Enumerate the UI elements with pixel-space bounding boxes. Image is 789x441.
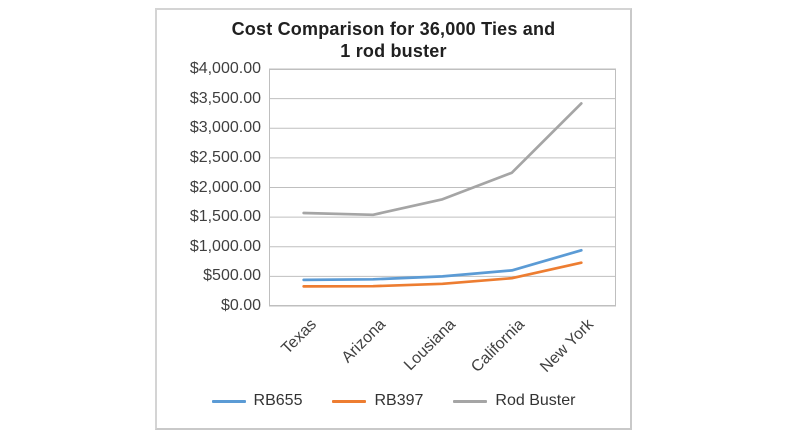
- legend-item-rod-buster: Rod Buster: [453, 392, 575, 410]
- x-category-label: Arizona: [338, 316, 390, 367]
- series-line-rb655: [302, 248, 583, 282]
- x-category-label: Texas: [278, 316, 320, 358]
- y-tick-label: $4,000.00: [189, 60, 261, 77]
- legend-line-swatch: [332, 399, 367, 403]
- legend-item-rb655: RB655: [211, 392, 303, 410]
- legend-label: Rod Buster: [495, 392, 576, 409]
- series-line-rb397: [302, 261, 583, 288]
- x-category-label: Lousiana: [400, 316, 459, 374]
- x-category-label: New York: [537, 316, 598, 376]
- legend: RB655 RB397 Rod Buster: [157, 392, 630, 410]
- x-category-label: California: [468, 316, 528, 376]
- y-tick-label: $3,000.00: [189, 119, 261, 137]
- chart-frame: Cost Comparison for 36,000 Ties and 1 ro…: [155, 8, 632, 430]
- y-tick-label: $1,500.00: [189, 208, 261, 226]
- y-tick-label: $0.00: [220, 297, 261, 314]
- legend-label: RB655: [253, 392, 303, 409]
- y-tick-label: $1,000.00: [189, 237, 261, 255]
- y-tick-label: $3,500.00: [189, 89, 261, 107]
- plot-svg: [269, 68, 616, 307]
- legend-item-rb397: RB397: [332, 392, 423, 410]
- y-tick-label: $2,500.00: [189, 148, 261, 166]
- legend-line-swatch: [211, 399, 246, 403]
- chart-title: Cost Comparison for 36,000 Ties and 1 ro…: [231, 19, 556, 61]
- y-tick-label: $500.00: [203, 267, 261, 285]
- legend-line-swatch: [453, 399, 488, 403]
- y-tick-label: $2,000.00: [189, 178, 261, 196]
- plot-border: [269, 69, 616, 306]
- series-line-rod-buster: [302, 102, 583, 217]
- legend-label: RB397: [374, 392, 424, 409]
